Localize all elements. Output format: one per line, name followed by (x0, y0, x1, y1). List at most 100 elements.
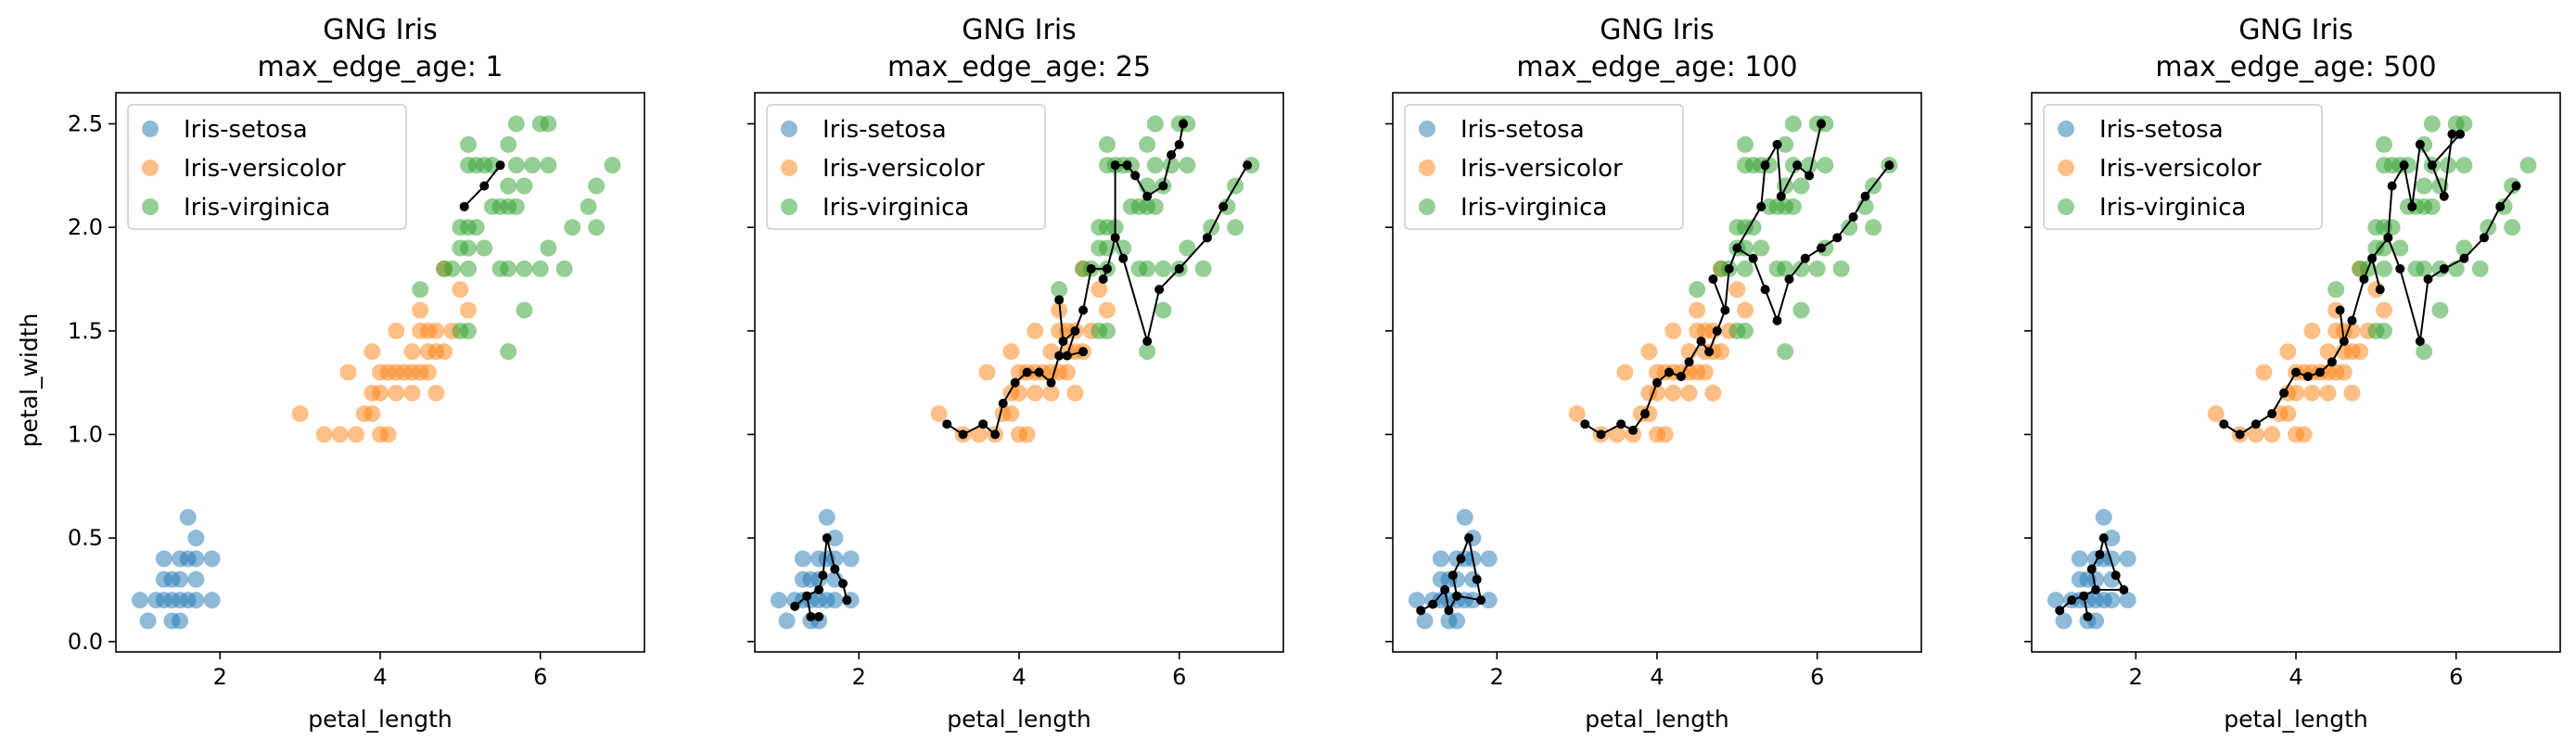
data-point (1002, 343, 1020, 361)
gng-node (1792, 160, 1803, 171)
data-point (2319, 384, 2337, 402)
data-point (1139, 135, 1156, 153)
gng-node (1046, 377, 1056, 388)
gng-node (2119, 585, 2129, 594)
gng-node (1062, 351, 1072, 361)
data-point (507, 115, 525, 133)
legend: Iris-setosa Iris-versicolor Iris-virginica (766, 104, 1046, 230)
gng-node (978, 419, 988, 429)
gng-edge (1146, 288, 1161, 342)
data-point (500, 260, 517, 277)
data-point (379, 426, 397, 443)
gng-edge (2399, 268, 2421, 342)
gng-node (1772, 315, 1782, 325)
gng-node (806, 612, 816, 622)
data-point (172, 570, 189, 588)
data-point (1146, 198, 1164, 215)
y-tick-label: 0.0 (68, 629, 103, 655)
gng-edge (1206, 206, 1225, 238)
gng-node (1158, 181, 1168, 191)
gng-node (2098, 533, 2109, 543)
gng-node (1720, 305, 1730, 315)
gng-node (1760, 160, 1770, 171)
data-point (1737, 260, 1753, 277)
legend-label: Iris-setosa (823, 116, 947, 144)
gng-node (2511, 181, 2521, 191)
data-point (1146, 115, 1164, 133)
data-point (555, 260, 573, 277)
gng-node (998, 399, 1008, 408)
data-point (531, 260, 549, 277)
gng-node (1078, 305, 1089, 315)
gng-node (818, 570, 828, 581)
data-point (1737, 239, 1753, 257)
data-point (291, 405, 309, 423)
data-point (2383, 219, 2401, 236)
gng-edge (2483, 206, 2502, 238)
data-point (2247, 426, 2264, 443)
gng-node (814, 612, 824, 622)
gng-node (1748, 253, 1758, 263)
data-point (2504, 219, 2521, 236)
y-tick-label: 0.5 (68, 525, 103, 551)
data-point (1099, 301, 1116, 319)
data-point (1480, 550, 1498, 568)
gng-node (2315, 367, 2325, 377)
legend-marker (1419, 121, 1435, 137)
data-point (1002, 405, 1020, 423)
gng-node (1760, 285, 1770, 295)
gng-node (1708, 274, 1718, 284)
gng-node (1580, 419, 1590, 429)
legend-marker (142, 160, 159, 176)
x-tick-label: 4 (1012, 664, 1026, 690)
data-point (2103, 530, 2121, 547)
gng-edge (822, 538, 828, 576)
legend-label: Iris-virginica (184, 194, 330, 222)
data-point (1042, 384, 1060, 402)
gng-node (2479, 233, 2489, 243)
data-point (516, 260, 533, 277)
gng-nodes (1416, 119, 1894, 616)
gng-node (2423, 274, 2433, 284)
data-point (388, 322, 405, 339)
data-point (339, 364, 357, 381)
gng-edge (1752, 258, 1766, 290)
data-point (588, 219, 606, 236)
data-point (1408, 592, 1425, 609)
y-tick-label: 2.5 (68, 111, 103, 137)
gng-edge (2431, 134, 2461, 166)
data-point (2087, 570, 2105, 588)
gng-node (1676, 371, 1686, 381)
data-point (540, 239, 557, 257)
gng-node (2327, 357, 2337, 367)
gng-node (2407, 201, 2417, 211)
data-point (794, 550, 811, 568)
gng-node (2067, 595, 2077, 606)
data-point (1568, 405, 1586, 423)
gng-node (1202, 233, 1212, 243)
data-point (818, 508, 835, 526)
gng-edge (1724, 268, 1730, 311)
data-point (1139, 343, 1156, 361)
gng-node (1174, 263, 1184, 274)
data-point (1680, 384, 1698, 402)
x-tick-label: 4 (373, 664, 387, 690)
gng-node (2302, 371, 2313, 381)
gng-node (1243, 160, 1253, 171)
data-point (388, 384, 405, 402)
data-point (604, 157, 621, 174)
gng-edge (2430, 164, 2445, 198)
x-tick-label: 2 (852, 664, 866, 690)
gng-node (1034, 367, 1044, 377)
legend-marker (781, 121, 797, 137)
data-point (1194, 260, 1212, 277)
gng-node (2251, 419, 2261, 429)
gng-node (495, 160, 505, 171)
gng-node (1456, 554, 1466, 564)
gng-node (1452, 591, 1462, 601)
data-point (1744, 219, 1762, 236)
gng-node (1832, 233, 1843, 243)
gng-node (1628, 426, 1639, 436)
gng-node (1444, 606, 1454, 616)
